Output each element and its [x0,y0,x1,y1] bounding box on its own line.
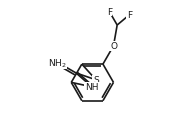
Text: NH$_2$: NH$_2$ [48,57,67,69]
Text: NH: NH [85,83,99,92]
Text: F: F [127,11,132,20]
Text: O: O [110,42,117,51]
Text: F: F [107,8,112,17]
Text: S: S [93,76,99,85]
